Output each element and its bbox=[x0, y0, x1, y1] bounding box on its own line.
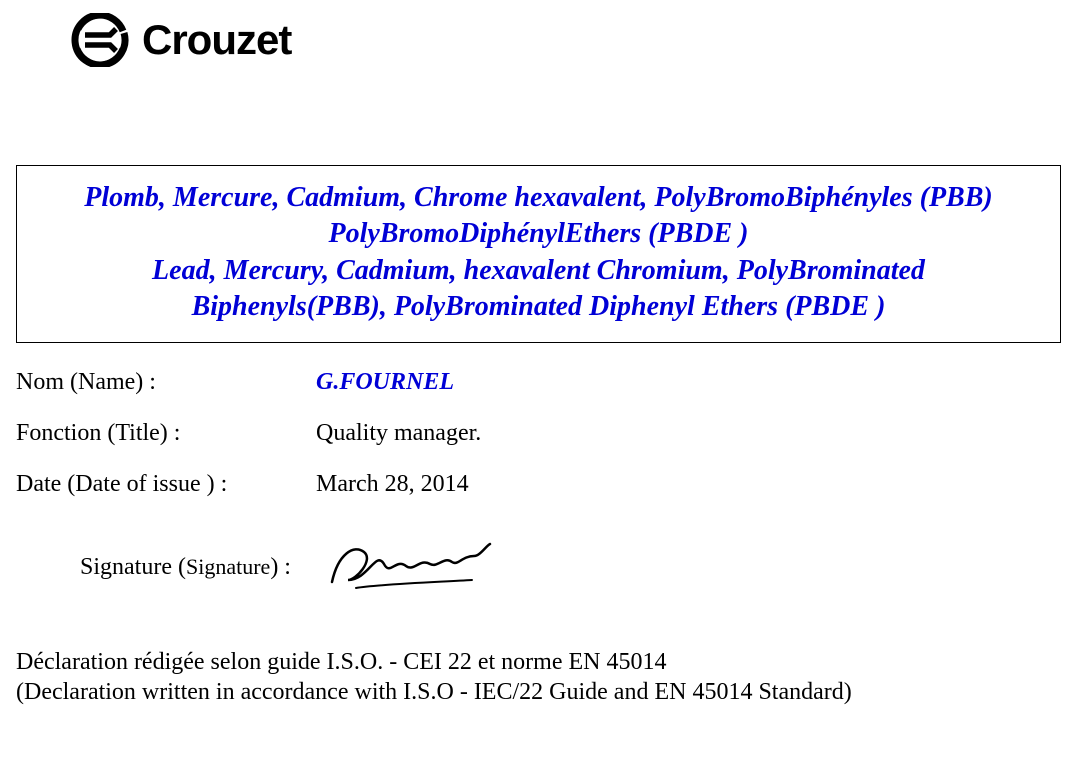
substances-line-4: Biphenyls(PBB), PolyBrominated Diphenyl … bbox=[27, 289, 1050, 325]
company-name: Crouzet bbox=[142, 16, 291, 64]
document-content: Plomb, Mercure, Cadmium, Chrome hexavale… bbox=[0, 80, 1075, 707]
crouzet-logo-icon bbox=[68, 13, 132, 67]
signature-image bbox=[314, 536, 500, 599]
substances-box: Plomb, Mercure, Cadmium, Chrome hexavale… bbox=[16, 165, 1061, 343]
date-row: Date (Date of issue ) : March 28, 2014 bbox=[16, 471, 1061, 498]
substances-line-3: Lead, Mercury, Cadmium, hexavalent Chrom… bbox=[27, 253, 1050, 289]
declaration-section: Déclaration rédigée selon guide I.S.O. -… bbox=[16, 599, 1061, 707]
name-row: Nom (Name) : G.FOURNEL bbox=[16, 369, 1061, 396]
name-value: G.FOURNEL bbox=[316, 369, 1061, 396]
logo-area: Crouzet bbox=[0, 0, 1075, 80]
info-section: Nom (Name) : G.FOURNEL Fonction (Title) … bbox=[16, 343, 1061, 498]
company-logo: Crouzet bbox=[68, 13, 291, 67]
declaration-line-2: (Declaration written in accordance with … bbox=[16, 677, 1061, 707]
substances-line-1: Plomb, Mercure, Cadmium, Chrome hexavale… bbox=[27, 180, 1050, 216]
declaration-line-1: Déclaration rédigée selon guide I.S.O. -… bbox=[16, 647, 1061, 677]
name-label: Nom (Name) : bbox=[16, 369, 316, 396]
date-label: Date (Date of issue ) : bbox=[16, 471, 316, 498]
title-value: Quality manager. bbox=[316, 420, 1061, 447]
substances-line-2: PolyBromoDiphénylEthers (PBDE ) bbox=[27, 216, 1050, 252]
signature-label: Signature (Signature) : bbox=[80, 554, 314, 581]
title-row: Fonction (Title) : Quality manager. bbox=[16, 420, 1061, 447]
date-value: March 28, 2014 bbox=[316, 471, 1061, 498]
title-label: Fonction (Title) : bbox=[16, 420, 316, 447]
signature-row: Signature (Signature) : bbox=[16, 522, 1061, 599]
